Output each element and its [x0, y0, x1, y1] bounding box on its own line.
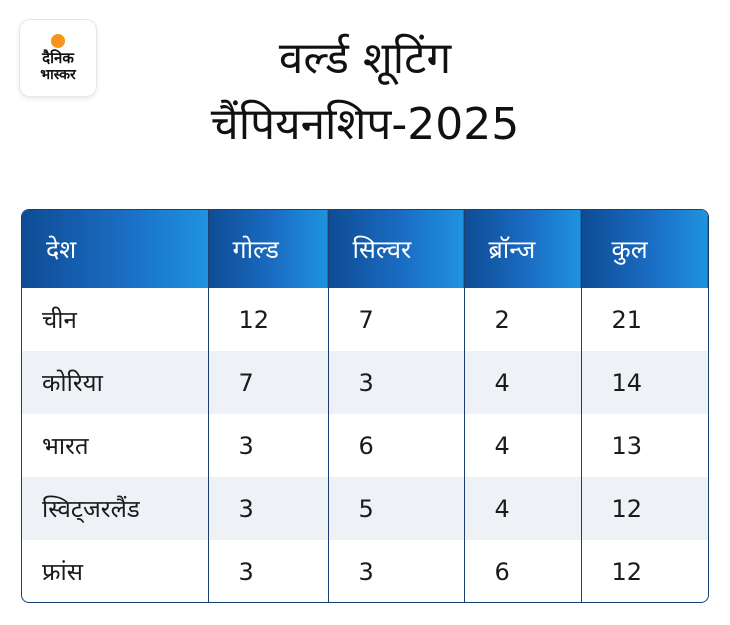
- cell-total: 13: [611, 431, 643, 460]
- cell-bronze: 4: [464, 414, 582, 477]
- cell-gold: 3: [208, 477, 329, 540]
- cell-silver: 3: [328, 351, 465, 414]
- header-gold: गोल्ड: [208, 210, 329, 288]
- table-row: कोरिया 7 3 4 14: [22, 351, 708, 414]
- cell-total: 21: [611, 305, 643, 334]
- cell-total: 14: [611, 368, 643, 397]
- cell-silver: 6: [328, 414, 465, 477]
- header-country: देश: [22, 210, 209, 288]
- cell-bronze: 4: [464, 477, 582, 540]
- cell-silver: 5: [328, 477, 465, 540]
- cell-gold: 3: [208, 540, 329, 602]
- page-title: वर्ल्ड शूटिंग चैंपियनशिप-2025: [110, 26, 620, 158]
- cell-bronze: 4: [464, 351, 582, 414]
- cell-bronze: 6: [464, 540, 582, 602]
- cell-gold: 3: [208, 414, 329, 477]
- logo-text-line2: भास्कर: [40, 67, 76, 83]
- table-row: स्विट्जरलैंड 3 5 4 12: [22, 477, 708, 540]
- header-total: कुल: [581, 210, 708, 288]
- cell-gold: 7: [208, 351, 329, 414]
- cell-country: फ्रांस: [22, 540, 209, 602]
- table-row: चीन 12 7 2 21: [22, 288, 708, 351]
- cell-bronze: 2: [464, 288, 582, 351]
- logo-text-line1: दैनिक: [42, 49, 74, 67]
- cell-gold: 12: [208, 288, 329, 351]
- dainik-bhaskar-logo: दैनिक भास्कर: [20, 20, 96, 96]
- cell-total: 12: [611, 494, 643, 523]
- cell-silver: 7: [328, 288, 465, 351]
- table-row: भारत 3 6 4 13: [22, 414, 708, 477]
- header-bronze: ब्रॉन्ज: [464, 210, 582, 288]
- title-line2: चैंपियनशिप-2025: [210, 99, 520, 150]
- cell-country: चीन: [22, 288, 209, 351]
- cell-country: कोरिया: [22, 351, 209, 414]
- cell-total: 12: [611, 557, 643, 586]
- table-header-row: देश गोल्ड सिल्वर ब्रॉन्ज कुल: [22, 210, 708, 288]
- cell-country: भारत: [22, 414, 209, 477]
- cell-country: स्विट्जरलैंड: [22, 477, 209, 540]
- cell-silver: 3: [328, 540, 465, 602]
- title-line1: वर्ल्ड शूटिंग: [278, 33, 452, 84]
- sun-icon: [51, 34, 65, 48]
- medal-table: देश गोल्ड सिल्वर ब्रॉन्ज कुल चीन 12 7 2 …: [21, 209, 709, 603]
- header-silver: सिल्वर: [328, 210, 465, 288]
- table-row: फ्रांस 3 3 6 12: [22, 540, 708, 602]
